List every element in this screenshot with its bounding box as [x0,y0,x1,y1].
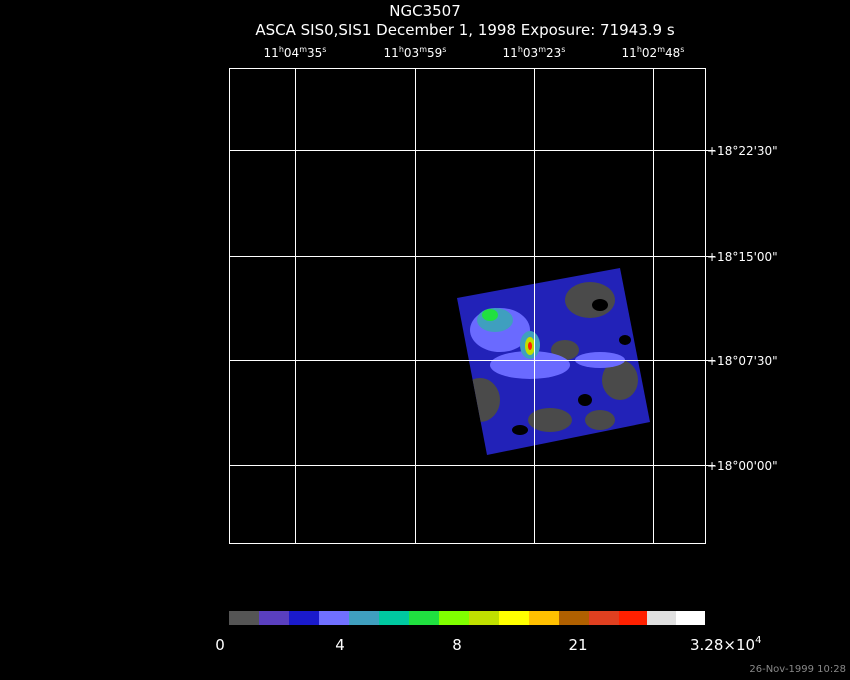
exponent: 4 [755,635,761,646]
dec-label: +18°07'30" [707,354,778,368]
ra-number: 11 [503,46,518,60]
colorbar-label: 0 [215,636,225,654]
ra-number: 11 [384,46,399,60]
label-text: 8 [452,636,462,654]
label-text: 0 [215,636,225,654]
ra-unit: s [322,45,326,54]
ra-number: 11 [264,46,279,60]
coordinate-grid [229,68,715,544]
ra-number: 35 [307,46,322,60]
ra-unit: m [299,45,307,54]
ra-number: 03 [523,46,538,60]
ra-unit: m [657,45,665,54]
ra-number: 48 [665,46,680,60]
colorbar [229,611,705,625]
dec-label: +18°15'00" [707,250,778,264]
ra-label: 11h03m23s [503,45,566,60]
ra-label: 11h03m59s [384,45,447,60]
label-text: 21 [568,636,587,654]
ra-unit: h [399,45,404,54]
label-text: 3.28×10 [690,636,755,654]
ra-unit: h [279,45,284,54]
ra-unit: s [680,45,684,54]
ra-unit: h [637,45,642,54]
ra-number: 02 [642,46,657,60]
ra-unit: m [538,45,546,54]
ra-number: 04 [284,46,299,60]
ra-unit: s [561,45,565,54]
ra-number: 23 [546,46,561,60]
timestamp: 26-Nov-1999 10:28 [749,664,846,675]
colorbar-label: 21 [568,636,587,654]
dec-label: +18°00'00" [707,459,778,473]
colorbar-labels: 0 4 8 21 3.28×104 [215,635,761,654]
colorbar-label: 4 [335,636,345,654]
ra-label: 11h04m35s [264,45,327,60]
colorbar-label: 8 [452,636,462,654]
ra-number: 03 [404,46,419,60]
ra-label: 11h02m48s [622,45,685,60]
ra-number: 11 [622,46,637,60]
ra-number: 59 [427,46,442,60]
label-text: 4 [335,636,345,654]
subtitle: ASCA SIS0,SIS1 December 1, 1998 Exposure… [255,21,674,39]
dec-labels: +18°22'30" +18°15'00" +18°07'30" +18°00'00" [707,144,778,473]
dec-label: +18°22'30" [707,144,778,158]
ra-labels: 11h04m35s 11h03m59s 11h03m23s 11h02m48s [264,45,685,60]
colorbar-label: 3.28×104 [690,635,761,654]
title: NGC3507 [389,2,461,20]
ra-unit: m [419,45,427,54]
ra-unit: h [518,45,523,54]
ra-unit: s [442,45,446,54]
